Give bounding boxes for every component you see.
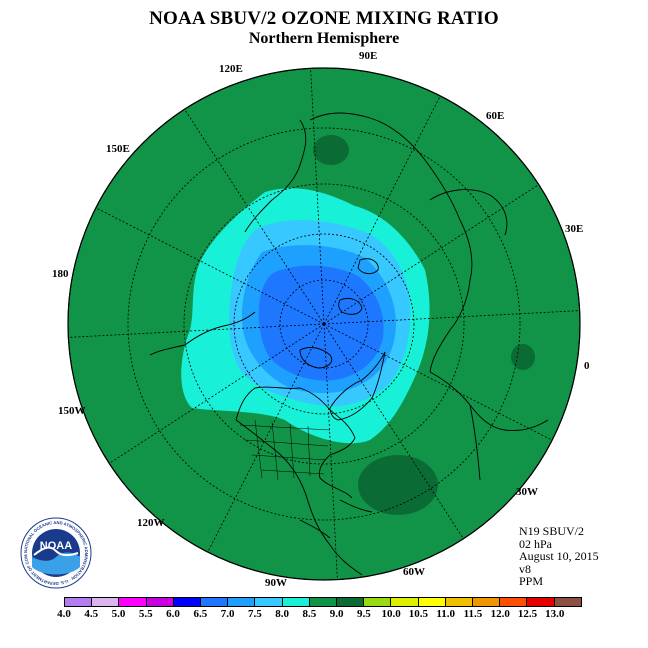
colorbar-tick-label: 11.0 [436,608,455,620]
lon-label-150w: 150W [58,405,86,417]
colorbar-tick-label: 8.0 [275,608,289,620]
colorbar-tick-label: 9.5 [357,608,371,620]
colorbar-tick-label: 6.5 [193,608,208,620]
ozone-contour-6-5 [258,265,384,381]
lon-label-30e: 30E [565,223,584,235]
colorbar-swatch [418,598,446,606]
colorbar-tick-label: 10.0 [381,608,401,620]
lon-label-60w: 60W [403,566,425,578]
meridian-line [323,323,338,580]
us-canada-grid [239,419,331,481]
colorbar-tick-label: 12.5 [517,608,538,620]
page-subtitle: Northern Hemisphere [248,30,400,47]
lon-label-180: 180 [52,268,69,280]
colorbar-tick-label: 10.5 [408,608,429,620]
colorbar-tick-label: 7.5 [247,608,262,620]
coastline-arctic-islands [299,258,379,369]
colorbar-swatch [119,598,147,606]
ozone-contour-9-0-europe [511,344,535,370]
lon-label-60e: 60E [486,110,505,122]
lon-label-90w: 90W [265,577,287,589]
meridian-line [323,323,464,539]
colorbar-swatch [364,598,392,606]
info-block: N19 SBUV/2 02 hPa August 10, 2015 v8 PPM [519,525,599,588]
version-label: v8 [519,561,531,576]
coastline-europe-africa [429,371,549,481]
coastline-eurasia [244,112,508,373]
colorbar-tick-label: 13.0 [545,608,565,620]
colorbar-swatch [282,598,310,606]
colorbar-tick-label: 9.0 [329,608,344,620]
colorbar [64,597,582,607]
ozone-contour-9-0-asia [313,135,349,165]
colorbar-swatch [65,598,93,606]
lon-label-90e: 90E [359,50,378,62]
ozone-contour-9-0-atlantic [358,455,438,515]
colorbar-swatch [445,598,474,606]
lon-label-0: 0 [584,360,590,372]
meridian-line [323,310,580,325]
colorbar-swatch [309,598,338,606]
colorbar-tick-label: 6.0 [166,608,180,620]
longitude-meridians [68,68,580,580]
coastline-greenland [329,351,386,421]
colorbar-swatch [554,598,581,606]
colorbar-swatch [201,598,229,606]
meridian-line [109,323,325,464]
colorbar-tick-label: 12.0 [490,608,510,620]
colorbar-tick-label: 4.5 [84,608,99,620]
meridian-line [310,68,325,325]
meridian-line [207,323,325,553]
colorbar-swatch [473,598,501,606]
meridian-line [68,323,325,338]
meridian-line [184,109,325,325]
colorbar-swatch [173,598,202,606]
coastlines [149,112,549,576]
colorbar-swatch [146,598,174,606]
lon-label-120e: 120E [219,63,243,75]
colorbar-swatch [92,598,120,606]
meridian-line [95,207,325,325]
noaa-logo: NATIONAL OCEANIC AND ATMOSPHERIC ADMINIS… [18,513,92,589]
colorbar-swatch [500,598,528,606]
colorbar-swatch [391,598,419,606]
instrument-label: N19 SBUV/2 [519,524,585,538]
meridian-line [323,323,553,441]
colorbar-tick-label: 11.5 [463,608,483,620]
colorbar-tick-label: 8.5 [302,608,317,620]
units-label: PPM [519,574,544,588]
page-title: NOAA SBUV/2 OZONE MIXING RATIO [149,8,499,29]
colorbar-tick-label: 5.0 [111,608,126,620]
coastline-caribbean [299,499,373,539]
colorbar-swatch [255,598,283,606]
lon-label-150e: 150E [106,143,130,155]
date-label: August 10, 2015 [519,549,599,563]
colorbar-swatch [337,598,365,606]
colorbar-tick-label: 7.0 [220,608,235,620]
colorbar-tick-label: 5.5 [138,608,153,620]
lon-label-30w: 30W [516,486,538,498]
colorbar-swatch [527,598,555,606]
lon-label-120w: 120W [137,517,165,529]
meridian-line [323,95,441,325]
logo-text: NOAA [40,540,72,552]
latitude-circles [127,127,521,521]
colorbar-swatch [228,598,256,606]
colorbar-tick-label: 4.0 [57,608,71,620]
pressure-label: 02 hPa [519,536,552,551]
coastline-alaska [149,311,256,356]
